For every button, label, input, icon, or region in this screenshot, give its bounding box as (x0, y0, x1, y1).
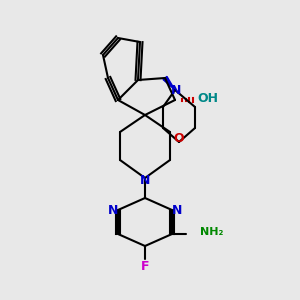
Polygon shape (163, 76, 175, 90)
Text: N: N (172, 203, 182, 217)
Text: N: N (108, 203, 118, 217)
Text: F: F (141, 260, 149, 272)
Text: N: N (140, 175, 150, 188)
Text: NH₂: NH₂ (200, 227, 224, 237)
Text: OH: OH (197, 92, 218, 104)
Text: O: O (174, 133, 184, 146)
Text: N: N (171, 85, 181, 98)
